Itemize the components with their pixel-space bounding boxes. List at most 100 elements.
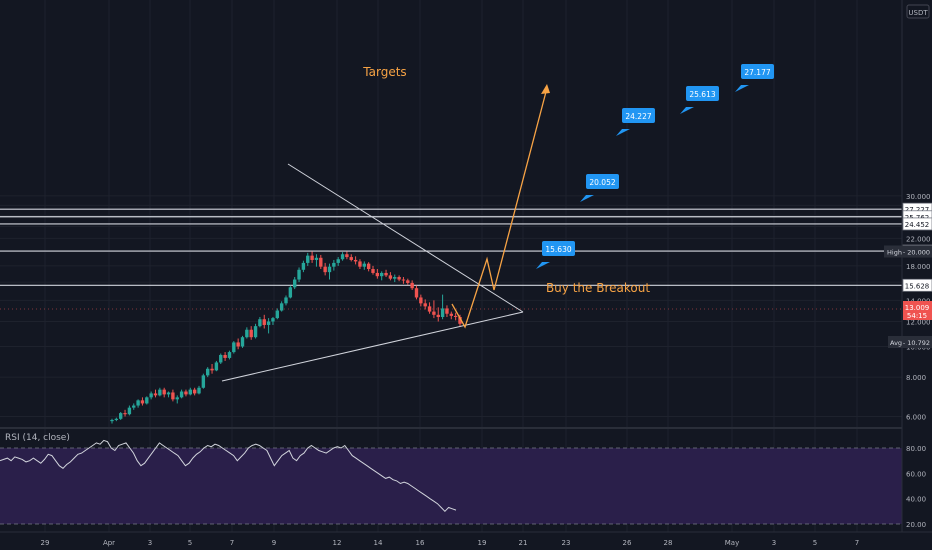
candle-body bbox=[171, 392, 175, 400]
trendline-drawings[interactable] bbox=[221, 84, 550, 382]
time-tick-label: 28 bbox=[664, 539, 673, 547]
time-tick-label: 5 bbox=[813, 539, 817, 547]
candle-body bbox=[188, 389, 192, 395]
upper-trendline[interactable] bbox=[287, 163, 524, 313]
time-tick-label: 9 bbox=[272, 539, 276, 547]
candle-body bbox=[223, 354, 227, 358]
target-price-labels[interactable]: 27.177 25.613 24.227 20.052 15.630 bbox=[536, 64, 774, 269]
rsi-tick-label: 40.00 bbox=[906, 496, 926, 504]
target-label[interactable]: 25.613 bbox=[680, 86, 719, 114]
target-label-text: 15.630 bbox=[545, 245, 571, 254]
target-label-text: 27.177 bbox=[744, 68, 770, 77]
candle-body bbox=[332, 262, 336, 267]
candle-body bbox=[449, 313, 453, 316]
price-tick-label: 8.000 bbox=[906, 374, 926, 382]
candle-body bbox=[145, 397, 149, 404]
targets-label: Targets bbox=[362, 65, 406, 79]
candle-body bbox=[175, 397, 179, 400]
time-tick-label: 3 bbox=[148, 539, 152, 547]
level-tag-text: 27.227 bbox=[905, 206, 930, 214]
level-price-tag: 24.452 bbox=[902, 217, 932, 231]
high-tag-value: - 20.000 bbox=[903, 248, 930, 256]
price-tick-label: 22.000 bbox=[906, 235, 931, 243]
target-label-pointer bbox=[580, 195, 594, 202]
candle-body bbox=[179, 391, 184, 398]
candle-body bbox=[271, 318, 275, 322]
candle-body bbox=[236, 342, 240, 347]
price-tick-label: 6.000 bbox=[906, 414, 926, 422]
candle-body bbox=[197, 387, 201, 394]
level-tag-box bbox=[902, 217, 932, 231]
avg-tag-value: - 10.792 bbox=[903, 339, 930, 347]
candle-body bbox=[258, 319, 262, 327]
lower-trendline[interactable] bbox=[221, 311, 524, 382]
high-tag-label: High bbox=[887, 248, 902, 256]
currency-label: USDT bbox=[908, 9, 928, 17]
breakout-projection-path[interactable] bbox=[451, 87, 548, 329]
level-tag-text: 15.628 bbox=[905, 282, 930, 290]
price-tick-label: 18.000 bbox=[906, 263, 931, 271]
breakout-label: Buy the Breakout bbox=[546, 281, 650, 295]
target-label-box bbox=[542, 241, 575, 256]
candle-body bbox=[279, 303, 284, 311]
avg-tag: Avg - 10.792 bbox=[888, 336, 932, 348]
candle-body bbox=[314, 257, 319, 260]
target-label[interactable]: 24.227 bbox=[616, 108, 655, 136]
target-label[interactable]: 27.177 bbox=[735, 64, 774, 92]
candle-body bbox=[358, 261, 362, 267]
time-tick-label: 19 bbox=[478, 539, 487, 547]
level-price-tag: 15.628 bbox=[902, 278, 932, 292]
target-label-pointer bbox=[735, 85, 749, 92]
avg-tag-box bbox=[888, 336, 932, 348]
target-label-pointer bbox=[680, 107, 694, 114]
candle-body bbox=[206, 368, 210, 376]
candle-body bbox=[423, 303, 427, 307]
candle-body bbox=[336, 259, 340, 263]
candle-body bbox=[288, 287, 293, 298]
candle-body bbox=[232, 342, 236, 353]
candle-body bbox=[388, 275, 393, 279]
target-label[interactable]: 15.630 bbox=[536, 241, 575, 269]
horizontal-levels[interactable] bbox=[0, 208, 902, 286]
candle-body bbox=[440, 308, 445, 318]
target-label-pointer bbox=[536, 262, 550, 269]
candle-body bbox=[436, 314, 440, 318]
candle-body bbox=[153, 393, 158, 396]
rsi-tick-label: 80.00 bbox=[906, 445, 926, 453]
target-label-box bbox=[741, 64, 774, 79]
time-tick-label: May bbox=[725, 539, 739, 547]
time-tick-label: 29 bbox=[41, 539, 50, 547]
candle-body bbox=[184, 391, 188, 395]
candle-body bbox=[293, 279, 297, 288]
candle-body bbox=[266, 321, 271, 325]
candle-body bbox=[227, 352, 232, 358]
candle-body bbox=[414, 288, 419, 298]
target-label[interactable]: 20.052 bbox=[580, 174, 619, 202]
candle-body bbox=[253, 326, 258, 338]
candle-body bbox=[427, 306, 432, 312]
target-label-text: 25.613 bbox=[689, 90, 715, 99]
time-tick-label: 23 bbox=[562, 539, 571, 547]
candle-body bbox=[401, 279, 406, 281]
candle-body bbox=[366, 263, 371, 270]
currency-tag[interactable]: USDT bbox=[906, 4, 930, 19]
time-tick-label: 26 bbox=[623, 539, 632, 547]
candle-body bbox=[306, 255, 310, 263]
target-label-box bbox=[586, 174, 619, 189]
candle-body bbox=[362, 263, 366, 267]
target-label-box bbox=[622, 108, 655, 123]
time-axis-ticks[interactable]: 29 Apr 3 5 7 9 12 14 16 19 21 23 26 28 May 3 5 7 bbox=[41, 539, 860, 547]
time-tick-label: Apr bbox=[103, 539, 115, 547]
level-tag-box bbox=[902, 278, 932, 292]
candle-body bbox=[310, 255, 314, 260]
candle-body bbox=[110, 419, 114, 422]
candle-body bbox=[410, 282, 414, 289]
candle-body bbox=[297, 269, 301, 280]
projection-arrow-head bbox=[541, 84, 550, 94]
grid-lines bbox=[0, 0, 902, 532]
candle-body bbox=[323, 266, 327, 273]
rsi-band bbox=[0, 448, 902, 524]
target-label-text: 24.227 bbox=[625, 112, 651, 121]
candle-body bbox=[201, 375, 206, 388]
